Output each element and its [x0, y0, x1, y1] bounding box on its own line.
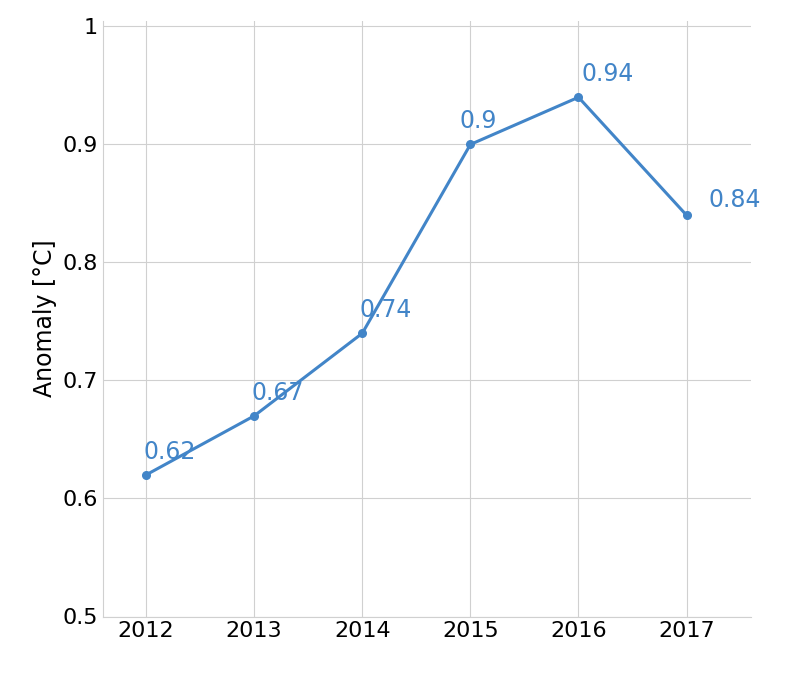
Text: 0.84: 0.84: [709, 188, 761, 212]
Text: 0.67: 0.67: [252, 381, 304, 405]
Text: 0.74: 0.74: [359, 298, 412, 322]
Text: 0.9: 0.9: [460, 110, 497, 134]
Y-axis label: Anomaly [°C]: Anomaly [°C]: [33, 240, 57, 397]
Text: 0.62: 0.62: [143, 440, 195, 464]
Text: 0.94: 0.94: [581, 62, 634, 86]
